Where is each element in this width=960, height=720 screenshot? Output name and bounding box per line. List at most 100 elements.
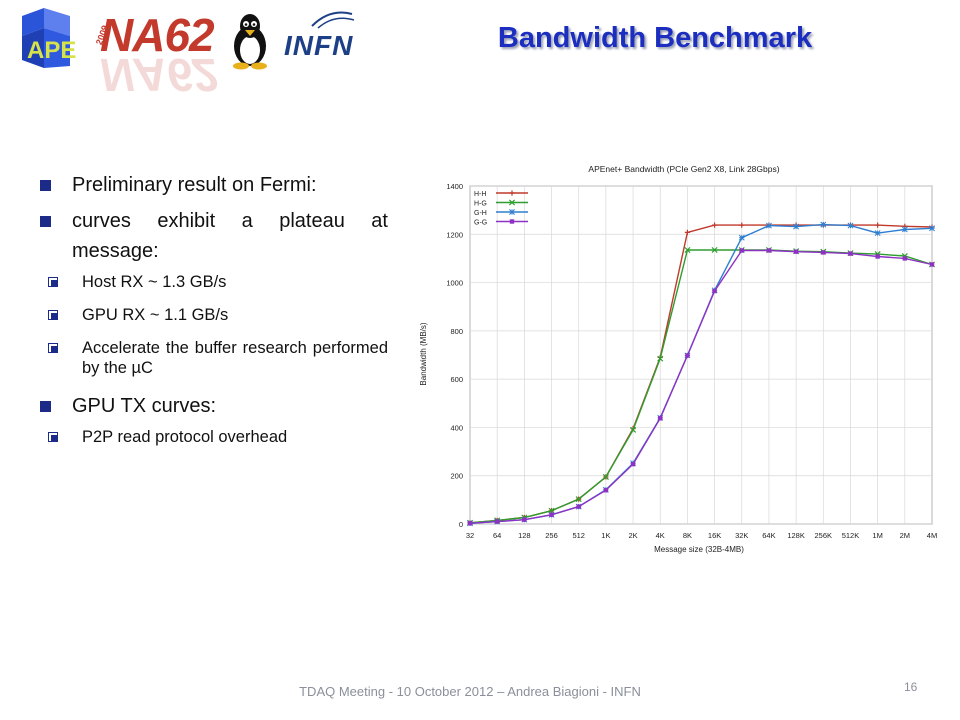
footer-text: TDAQ Meeting - 10 October 2012 – Andrea … bbox=[299, 684, 641, 699]
legend-label: G-G bbox=[474, 220, 487, 227]
y-tick-label: 1200 bbox=[446, 230, 463, 239]
x-tick-label: 32K bbox=[735, 531, 748, 540]
data-point-marker bbox=[929, 262, 935, 267]
y-tick-label: 800 bbox=[450, 327, 463, 336]
bullet-list: Preliminary result on Fermi: curves exhi… bbox=[36, 170, 388, 460]
y-tick-label: 600 bbox=[450, 375, 463, 384]
data-point-marker bbox=[820, 221, 827, 228]
infn-logo-text: INFN bbox=[284, 30, 354, 61]
x-tick-label: 256K bbox=[815, 531, 833, 540]
box-bullet-icon bbox=[48, 343, 58, 353]
x-tick-label: 4M bbox=[927, 531, 937, 540]
ape-logo: APE bbox=[14, 6, 80, 72]
series-line bbox=[469, 249, 933, 524]
data-point-marker bbox=[739, 222, 745, 228]
chart-x-axis-label: Message size (32B-4MB) bbox=[654, 545, 744, 554]
na62-logo: NA62 NA62 2009 bbox=[94, 8, 230, 101]
na62-logo-reflection: NA62 bbox=[100, 49, 218, 101]
chart-axes: 0 200 400 600 800 1000 1200 1400 32 64 128 256 512 1K… bbox=[446, 182, 937, 540]
x-tick-label: 512K bbox=[842, 531, 860, 540]
y-tick-label: 200 bbox=[450, 472, 463, 481]
square-bullet-icon bbox=[40, 180, 51, 191]
x-tick-label: 512 bbox=[572, 531, 585, 540]
page-number: 16 bbox=[904, 680, 918, 694]
sub-bullet-text: Host RX ~ 1.3 GB/s bbox=[82, 273, 227, 291]
bandwidth-chart: APEnet+ Bandwidth (PCIe Gen2 X8, Link 28… bbox=[414, 158, 944, 554]
data-point-marker bbox=[509, 190, 515, 196]
sub-bullet-item: Accelerate the buffer research performed… bbox=[36, 338, 388, 378]
chart-series-group bbox=[466, 221, 936, 527]
data-point-marker bbox=[711, 246, 718, 254]
box-bullet-icon bbox=[48, 277, 58, 287]
series-line bbox=[469, 249, 933, 524]
data-point-marker bbox=[630, 461, 636, 467]
chart-grid bbox=[469, 185, 933, 525]
sub-bullet-text: Accelerate the buffer research performed… bbox=[82, 339, 388, 377]
sub-bullet-text: GPU RX ~ 1.1 GB/s bbox=[82, 306, 229, 324]
x-tick-label: 8K bbox=[683, 531, 692, 540]
plot-frame bbox=[469, 185, 933, 525]
x-tick-label: 64K bbox=[762, 531, 775, 540]
data-point-marker bbox=[711, 222, 718, 228]
data-point-marker bbox=[494, 519, 500, 524]
square-bullet-icon bbox=[40, 401, 51, 412]
sub-bullet-item: Host RX ~ 1.3 GB/s bbox=[36, 272, 388, 292]
data-point-marker bbox=[549, 512, 554, 518]
x-tick-label: 2K bbox=[628, 531, 637, 540]
box-bullet-icon bbox=[48, 432, 58, 442]
bullet-text: curves exhibit a plateau at message: bbox=[72, 210, 388, 262]
slide-title: Bandwidth Benchmark bbox=[497, 22, 813, 54]
na62-logo-text: NA62 bbox=[100, 9, 215, 61]
x-tick-label: 32 bbox=[466, 531, 474, 540]
data-point-marker bbox=[902, 256, 908, 261]
data-point-marker bbox=[929, 225, 935, 232]
data-point-marker bbox=[684, 246, 691, 254]
data-point-marker bbox=[575, 496, 582, 503]
legend-label: G-H bbox=[474, 210, 487, 217]
data-point-marker bbox=[793, 223, 800, 230]
sub-bullet-text: P2P read protocol overhead bbox=[82, 428, 288, 446]
data-point-marker bbox=[875, 222, 881, 228]
legend-label: H-G bbox=[474, 201, 487, 208]
data-point-marker bbox=[766, 248, 772, 253]
data-point-marker bbox=[602, 473, 609, 480]
x-tick-label: 128K bbox=[787, 531, 805, 540]
data-point-marker bbox=[509, 209, 515, 215]
x-tick-label: 256 bbox=[545, 531, 558, 540]
y-tick-label: 1400 bbox=[446, 182, 463, 191]
data-point-marker bbox=[848, 251, 853, 256]
x-tick-label: 2M bbox=[900, 531, 910, 540]
bullet-item: curves exhibit a plateau at message: bbox=[36, 206, 388, 266]
data-point-marker bbox=[658, 416, 663, 421]
bullet-text: Preliminary result on Fermi: bbox=[72, 174, 317, 196]
legend-label: H-H bbox=[474, 191, 486, 198]
data-point-marker bbox=[712, 288, 717, 294]
data-point-marker bbox=[657, 355, 664, 362]
series-g-g bbox=[467, 248, 935, 526]
y-tick-label: 0 bbox=[459, 520, 463, 529]
data-point-marker bbox=[793, 249, 799, 254]
data-point-marker bbox=[875, 254, 880, 259]
chart-title: APEnet+ Bandwidth (PCIe Gen2 X8, Link 28… bbox=[588, 164, 779, 174]
data-point-marker bbox=[630, 426, 637, 433]
x-tick-label: 64 bbox=[493, 531, 501, 540]
x-tick-label: 128 bbox=[518, 531, 531, 540]
x-tick-label: 4K bbox=[656, 531, 665, 540]
data-point-marker bbox=[821, 250, 826, 255]
data-point-marker bbox=[685, 353, 690, 358]
data-point-marker bbox=[509, 219, 515, 224]
x-tick-label: 16K bbox=[708, 531, 721, 540]
box-bullet-icon bbox=[48, 310, 58, 320]
y-tick-label: 400 bbox=[450, 423, 463, 432]
bandwidth-chart-svg: APEnet+ Bandwidth (PCIe Gen2 X8, Link 28… bbox=[419, 164, 937, 554]
square-bullet-icon bbox=[40, 216, 51, 227]
data-point-marker bbox=[765, 222, 772, 229]
data-point-marker bbox=[508, 199, 516, 206]
infn-logo: INFN bbox=[282, 4, 360, 66]
sub-bullet-item: P2P read protocol overhead bbox=[36, 427, 388, 447]
tux-logo bbox=[228, 12, 272, 70]
x-tick-label: 1K bbox=[601, 531, 610, 540]
sub-bullet-item: GPU RX ~ 1.1 GB/s bbox=[36, 305, 388, 325]
data-point-marker bbox=[738, 234, 745, 241]
chart-legend: H-H H-G G-H G-G bbox=[474, 190, 528, 227]
